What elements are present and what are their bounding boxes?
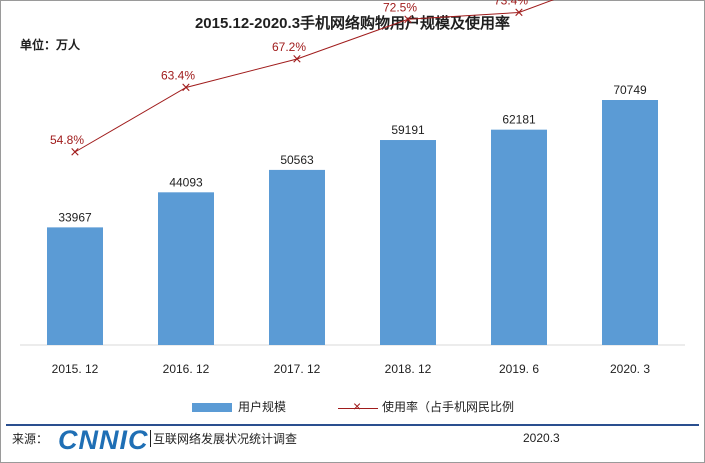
x-tick-label: 2017. 12 — [274, 362, 321, 376]
bar-value-label: 59191 — [391, 123, 425, 137]
source-date: 2020.3 — [523, 431, 560, 445]
legend-line-item: 使用率（占手机网民比例 — [338, 398, 514, 415]
bar-value-label: 44093 — [169, 175, 203, 189]
cnnic-logo: CNNIC — [58, 425, 149, 455]
legend-line-label: 使用率（占手机网民比例 — [382, 400, 515, 414]
x-tick-label: 2019. 6 — [499, 362, 539, 376]
usage-rate-marker: × — [181, 81, 192, 96]
legend-bar-swatch — [192, 403, 232, 413]
bar-3 — [380, 140, 436, 345]
usage-rate-label: 67.2% — [272, 40, 306, 54]
usage-rate-marker: × — [292, 52, 303, 67]
footer-divider — [6, 424, 699, 426]
usage-rate-line — [74, 0, 555, 153]
unit-label: 单位：万人 — [20, 38, 81, 52]
bar-value-label: 50563 — [280, 153, 314, 167]
legend-bar-label: 用户规模 — [238, 400, 287, 414]
bar-value-label: 62181 — [502, 113, 536, 127]
x-tick-label: 2018. 12 — [385, 362, 432, 376]
usage-rate-label: 63.4% — [161, 69, 195, 83]
x-tick-label: 2015. 12 — [52, 362, 99, 376]
usage-rate-label: 72.5% — [383, 0, 417, 14]
bar-value-label: 33967 — [58, 210, 92, 224]
x-tick-label: 2020. 3 — [610, 362, 650, 376]
usage-rate-marker: × — [403, 12, 414, 27]
bar-2 — [269, 169, 325, 345]
x-tick-label: 2016. 12 — [163, 362, 210, 376]
source-label: 来源： — [12, 432, 49, 446]
usage-rate-label: 54.8% — [50, 133, 84, 147]
legend-line-swatch — [338, 398, 378, 414]
legend-bar-item: 用户规模 — [192, 398, 286, 415]
bar-1 — [158, 192, 214, 345]
bar-value-label: 70749 — [613, 83, 647, 97]
chart-title: 2015.12-2020.3手机网络购物用户规模及使用率 — [194, 15, 511, 32]
bar-5 — [602, 100, 658, 345]
usage-rate-marker: × — [70, 145, 81, 160]
usage-rate-marker: × — [514, 6, 525, 21]
bar-0 — [47, 227, 103, 345]
usage-rate-label: 73.4% — [494, 0, 528, 8]
bar-4 — [491, 129, 547, 345]
source-text: 互联网络发展状况统计调查 — [150, 430, 297, 447]
